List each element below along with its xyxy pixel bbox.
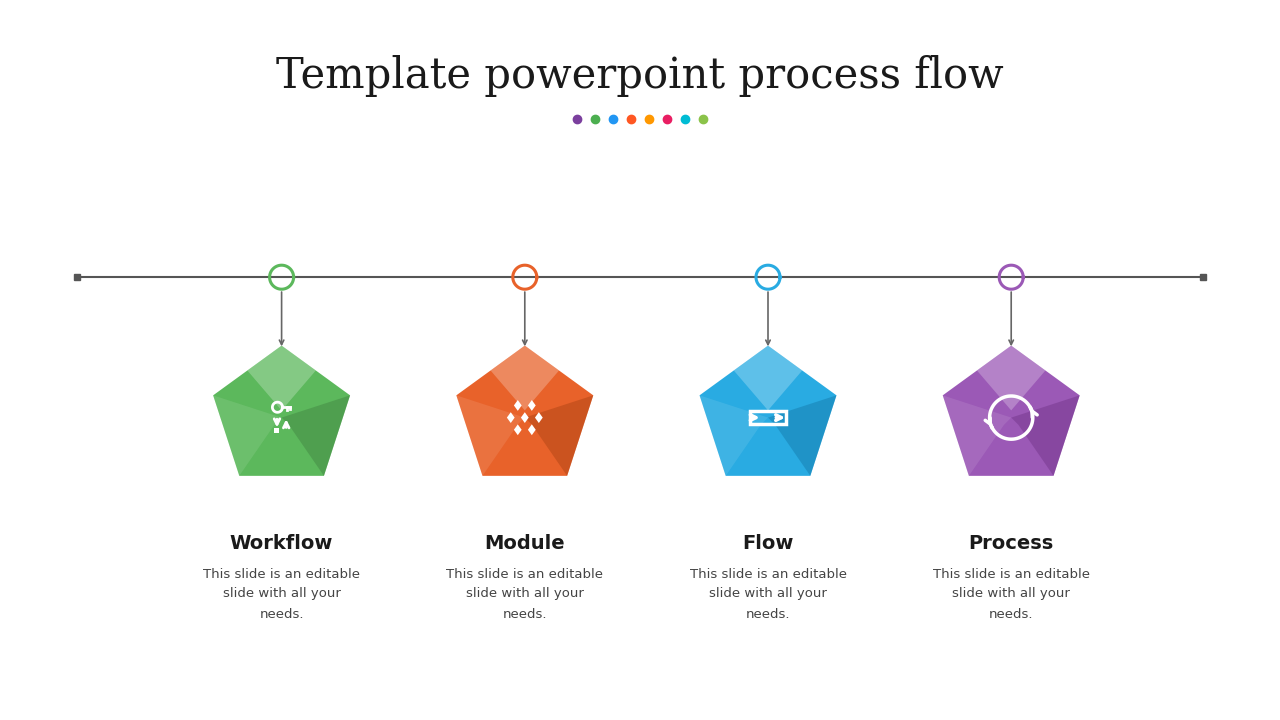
Polygon shape xyxy=(513,400,522,411)
Polygon shape xyxy=(457,395,525,476)
Polygon shape xyxy=(282,395,349,476)
Polygon shape xyxy=(700,395,768,476)
Polygon shape xyxy=(977,346,1046,410)
Polygon shape xyxy=(733,346,803,410)
Polygon shape xyxy=(507,412,515,423)
Text: This slide is an editable
slide with all your
needs.: This slide is an editable slide with all… xyxy=(204,567,360,621)
Polygon shape xyxy=(247,346,316,410)
Text: This slide is an editable
slide with all your
needs.: This slide is an editable slide with all… xyxy=(933,567,1089,621)
Text: Module: Module xyxy=(485,534,564,553)
Polygon shape xyxy=(214,346,349,476)
Polygon shape xyxy=(700,346,836,476)
Polygon shape xyxy=(525,395,593,476)
Bar xyxy=(750,411,786,424)
Polygon shape xyxy=(535,412,543,423)
Text: Template powerpoint process flow: Template powerpoint process flow xyxy=(276,55,1004,96)
Text: Flow: Flow xyxy=(742,534,794,553)
Polygon shape xyxy=(1011,395,1079,476)
Text: Process: Process xyxy=(969,534,1053,553)
Text: Workflow: Workflow xyxy=(230,534,333,553)
Polygon shape xyxy=(457,346,593,476)
Polygon shape xyxy=(943,395,1011,476)
Polygon shape xyxy=(768,395,836,476)
Text: This slide is an editable
slide with all your
needs.: This slide is an editable slide with all… xyxy=(690,567,846,621)
Polygon shape xyxy=(943,346,1079,476)
Polygon shape xyxy=(527,400,536,411)
Polygon shape xyxy=(527,424,536,435)
Bar xyxy=(274,428,279,433)
Polygon shape xyxy=(521,412,529,423)
Polygon shape xyxy=(513,424,522,435)
Text: This slide is an editable
slide with all your
needs.: This slide is an editable slide with all… xyxy=(447,567,603,621)
Polygon shape xyxy=(490,346,559,410)
Polygon shape xyxy=(214,395,282,476)
